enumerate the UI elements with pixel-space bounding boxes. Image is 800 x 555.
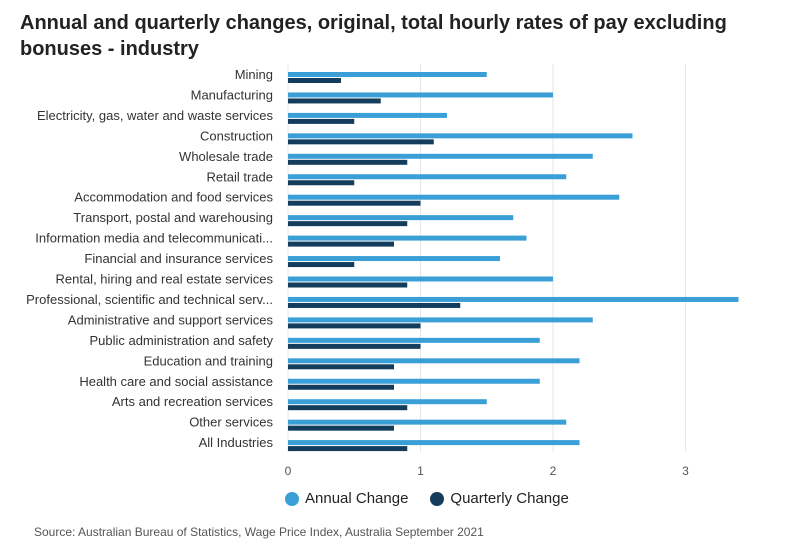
category-label: Public administration and safety xyxy=(89,333,273,348)
bar-quarterly[interactable] xyxy=(288,302,461,308)
x-tick-labels: 0 1 2 3 xyxy=(285,464,690,478)
bar-quarterly[interactable] xyxy=(288,241,394,247)
category-label: Wholesale trade xyxy=(179,149,273,164)
legend-item-annual[interactable]: Annual Change xyxy=(285,490,408,507)
bar-quarterly[interactable] xyxy=(288,139,434,145)
category-label: Education and training xyxy=(144,353,273,368)
source-note: Source: Australian Bureau of Statistics,… xyxy=(34,525,484,539)
category-label: Electricity, gas, water and waste servic… xyxy=(37,108,274,123)
category-labels: Mining Manufacturing Electricity, gas, wat… xyxy=(26,67,273,450)
bar-annual[interactable] xyxy=(288,440,580,446)
bar-quarterly[interactable] xyxy=(288,425,394,431)
bar-annual[interactable] xyxy=(288,72,487,77)
bar-quarterly[interactable] xyxy=(288,446,408,452)
bar-quarterly[interactable] xyxy=(288,78,341,83)
x-tick-label: 0 xyxy=(285,464,292,478)
category-label: Rental, hiring and real estate services xyxy=(55,272,273,287)
bar-quarterly[interactable] xyxy=(288,200,421,206)
x-tick-label: 3 xyxy=(682,464,689,478)
legend-quarterly-label: Quarterly Change xyxy=(450,490,569,507)
bar-quarterly[interactable] xyxy=(288,221,408,227)
bar-quarterly[interactable] xyxy=(288,159,408,165)
bar-annual[interactable] xyxy=(288,235,527,241)
bar-chart: Mining Manufacturing Electricity, gas, wat… xyxy=(26,64,739,478)
bar-quarterly[interactable] xyxy=(288,118,355,124)
category-label: Other services xyxy=(189,415,273,430)
bar-quarterly[interactable] xyxy=(288,384,394,390)
bar-quarterly[interactable] xyxy=(288,98,381,104)
category-label: Manufacturing xyxy=(191,87,273,102)
category-label: Professional, scientific and technical s… xyxy=(26,292,273,307)
legend-annual-dot-icon xyxy=(285,491,299,506)
bar-annual[interactable] xyxy=(288,194,620,200)
bar-annual[interactable] xyxy=(288,92,553,98)
category-label: Transport, postal and warehousing xyxy=(73,210,273,225)
category-label: Financial and insurance services xyxy=(84,251,273,266)
category-label: Arts and recreation services xyxy=(112,394,274,409)
bar-annual[interactable] xyxy=(288,276,553,282)
bar-quarterly[interactable] xyxy=(288,282,408,288)
category-label: Construction xyxy=(200,128,273,143)
bar-annual[interactable] xyxy=(288,399,487,405)
bars xyxy=(288,72,739,452)
bar-quarterly[interactable] xyxy=(288,364,394,370)
bar-quarterly[interactable] xyxy=(288,405,408,411)
legend: Annual Change Quarterly Change xyxy=(285,490,591,507)
bar-annual[interactable] xyxy=(288,153,593,159)
bar-annual[interactable] xyxy=(288,419,567,425)
legend-annual-label: Annual Change xyxy=(305,490,409,507)
bar-quarterly[interactable] xyxy=(288,180,355,186)
bar-annual[interactable] xyxy=(288,317,593,323)
bar-annual[interactable] xyxy=(288,112,447,118)
bar-annual[interactable] xyxy=(288,358,580,364)
bar-quarterly[interactable] xyxy=(288,343,421,349)
legend-quarterly-dot-icon xyxy=(430,491,445,506)
category-label: All Industries xyxy=(199,435,274,450)
category-label: Mining xyxy=(235,67,273,82)
chart-title: Annual and quarterly changes, original, … xyxy=(20,12,727,60)
bar-annual[interactable] xyxy=(288,296,739,302)
category-label: Health care and social assistance xyxy=(79,374,273,389)
bar-annual[interactable] xyxy=(288,174,567,180)
bar-annual[interactable] xyxy=(288,378,540,384)
category-label: Information media and telecommunicati... xyxy=(35,231,273,246)
bar-annual[interactable] xyxy=(288,256,500,262)
bar-annual[interactable] xyxy=(288,215,514,221)
category-label: Administrative and support services xyxy=(68,312,274,327)
category-label: Accommodation and food services xyxy=(74,190,273,205)
category-label: Retail trade xyxy=(207,169,273,184)
bar-annual[interactable] xyxy=(288,133,633,139)
x-tick-label: 1 xyxy=(417,464,424,478)
bar-annual[interactable] xyxy=(288,337,540,343)
bar-quarterly[interactable] xyxy=(288,262,355,268)
bar-quarterly[interactable] xyxy=(288,323,421,329)
legend-item-quarterly[interactable]: Quarterly Change xyxy=(430,490,569,507)
x-tick-label: 2 xyxy=(550,464,557,478)
